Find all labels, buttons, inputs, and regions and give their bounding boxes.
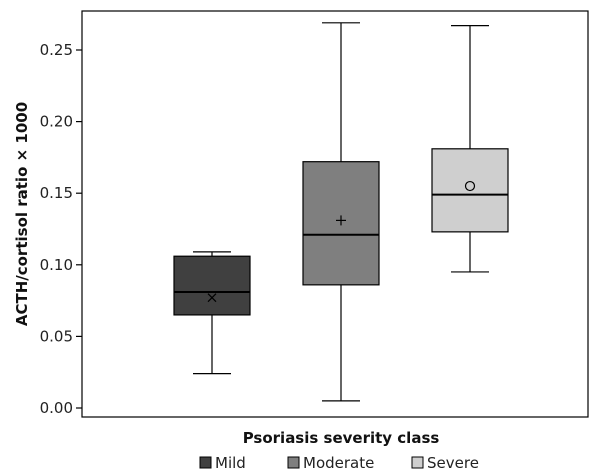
- y-tick-label: 0.05: [40, 327, 73, 345]
- box-severe: [431, 25, 509, 273]
- legend-swatch: [287, 456, 300, 469]
- mean-marker: [207, 293, 217, 303]
- legend-swatch: [411, 456, 424, 469]
- y-tick-label: 0.10: [40, 256, 73, 274]
- box-mild: [173, 251, 251, 375]
- y-tick-label: 0.15: [40, 184, 73, 202]
- y-axis-title: ACTH/cortisol ratio × 1000: [13, 102, 31, 326]
- x-axis-title: Psoriasis severity class: [243, 429, 440, 447]
- legend-item-moderate: Moderate: [287, 454, 374, 472]
- legend-label: Severe: [427, 454, 479, 472]
- boxes: [173, 22, 509, 402]
- legend: Mild Moderate Severe: [199, 454, 479, 472]
- y-tick-label: 0.20: [40, 113, 73, 131]
- mean-marker: [336, 215, 346, 226]
- mean-marker: [464, 180, 476, 192]
- y-tick-label: 0.25: [40, 41, 73, 59]
- legend-item-mild: Mild: [199, 454, 246, 472]
- legend-swatch: [199, 456, 212, 469]
- box-iqr: [173, 255, 251, 316]
- y-axis: 0.00 0.05 0.10 0.15 0.20 0.25: [40, 41, 82, 417]
- legend-label: Mild: [215, 454, 246, 472]
- plot-frame: [81, 10, 589, 418]
- box-moderate: [302, 22, 380, 402]
- legend-label: Moderate: [303, 454, 374, 472]
- legend-item-severe: Severe: [411, 454, 479, 472]
- y-tick-label: 0.00: [40, 399, 73, 417]
